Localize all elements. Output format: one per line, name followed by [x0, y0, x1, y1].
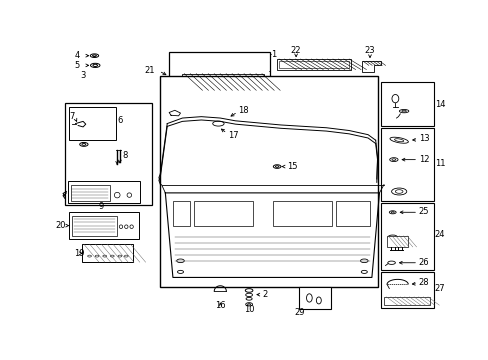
Text: 4: 4: [74, 51, 80, 60]
Text: 5: 5: [74, 61, 80, 70]
Bar: [273, 201, 331, 226]
Text: 6: 6: [117, 116, 122, 125]
Ellipse shape: [124, 225, 128, 229]
Ellipse shape: [361, 270, 366, 273]
Text: 22: 22: [290, 46, 301, 55]
Ellipse shape: [389, 158, 397, 162]
Ellipse shape: [177, 270, 183, 273]
Text: 26: 26: [418, 258, 428, 267]
Ellipse shape: [245, 297, 252, 300]
Text: 18: 18: [238, 106, 248, 115]
Bar: [386, 236, 407, 247]
Ellipse shape: [172, 77, 181, 81]
Text: 17: 17: [227, 131, 238, 140]
Ellipse shape: [119, 225, 122, 229]
Bar: [68, 212, 139, 239]
Bar: [68, 107, 116, 140]
Ellipse shape: [90, 54, 99, 58]
Text: 24: 24: [434, 230, 445, 239]
Ellipse shape: [399, 109, 408, 113]
Bar: [182, 74, 264, 90]
Text: 29: 29: [294, 308, 305, 317]
Bar: [70, 185, 110, 201]
Ellipse shape: [391, 188, 406, 195]
Text: 3: 3: [80, 71, 85, 80]
Ellipse shape: [90, 63, 100, 67]
Text: 23: 23: [364, 46, 374, 55]
Ellipse shape: [127, 193, 131, 197]
Text: 11: 11: [434, 159, 445, 168]
Bar: [335, 201, 369, 226]
Ellipse shape: [391, 94, 398, 103]
Ellipse shape: [124, 255, 128, 257]
Bar: [193, 201, 252, 226]
Text: 27: 27: [434, 284, 445, 293]
Ellipse shape: [245, 303, 252, 306]
Text: 16: 16: [215, 301, 225, 310]
Ellipse shape: [176, 259, 184, 262]
Bar: [68, 181, 140, 203]
Text: 12: 12: [418, 155, 428, 164]
Bar: [65, 103, 152, 205]
Ellipse shape: [114, 192, 120, 198]
Text: 8: 8: [122, 151, 128, 160]
Bar: [279, 61, 348, 68]
Text: 20: 20: [55, 221, 65, 230]
Ellipse shape: [212, 121, 224, 126]
Bar: [299, 287, 331, 309]
Bar: [381, 272, 433, 308]
Ellipse shape: [387, 261, 395, 264]
Ellipse shape: [245, 293, 252, 297]
Bar: [277, 59, 350, 69]
Ellipse shape: [87, 255, 91, 257]
Text: 25: 25: [418, 207, 428, 216]
Text: 7: 7: [69, 112, 75, 121]
Bar: [381, 203, 433, 270]
Text: 15: 15: [286, 162, 297, 171]
Bar: [184, 76, 262, 88]
Ellipse shape: [102, 255, 106, 257]
Ellipse shape: [273, 165, 280, 168]
Bar: [381, 82, 433, 126]
Text: 10: 10: [244, 305, 254, 314]
Ellipse shape: [360, 259, 367, 262]
Ellipse shape: [80, 143, 88, 146]
Ellipse shape: [118, 255, 122, 257]
Text: 28: 28: [418, 279, 428, 288]
Bar: [159, 76, 377, 287]
Ellipse shape: [388, 211, 395, 214]
Text: 21: 21: [144, 66, 155, 75]
Text: 2: 2: [262, 290, 266, 299]
Ellipse shape: [245, 289, 252, 292]
Text: 1: 1: [271, 50, 276, 59]
Bar: [173, 201, 189, 226]
Ellipse shape: [110, 255, 114, 257]
Bar: [72, 216, 117, 237]
Ellipse shape: [306, 294, 311, 302]
Ellipse shape: [316, 297, 321, 304]
Ellipse shape: [387, 235, 397, 239]
Bar: [381, 128, 433, 201]
Ellipse shape: [130, 225, 133, 229]
Text: 9: 9: [98, 202, 103, 211]
Ellipse shape: [95, 255, 99, 257]
Bar: [169, 51, 269, 100]
Ellipse shape: [389, 137, 407, 143]
Bar: [384, 297, 429, 305]
Bar: [82, 244, 133, 262]
Text: 14: 14: [434, 100, 445, 109]
Text: 13: 13: [418, 134, 428, 143]
Text: 19: 19: [74, 249, 85, 258]
Polygon shape: [362, 61, 380, 72]
